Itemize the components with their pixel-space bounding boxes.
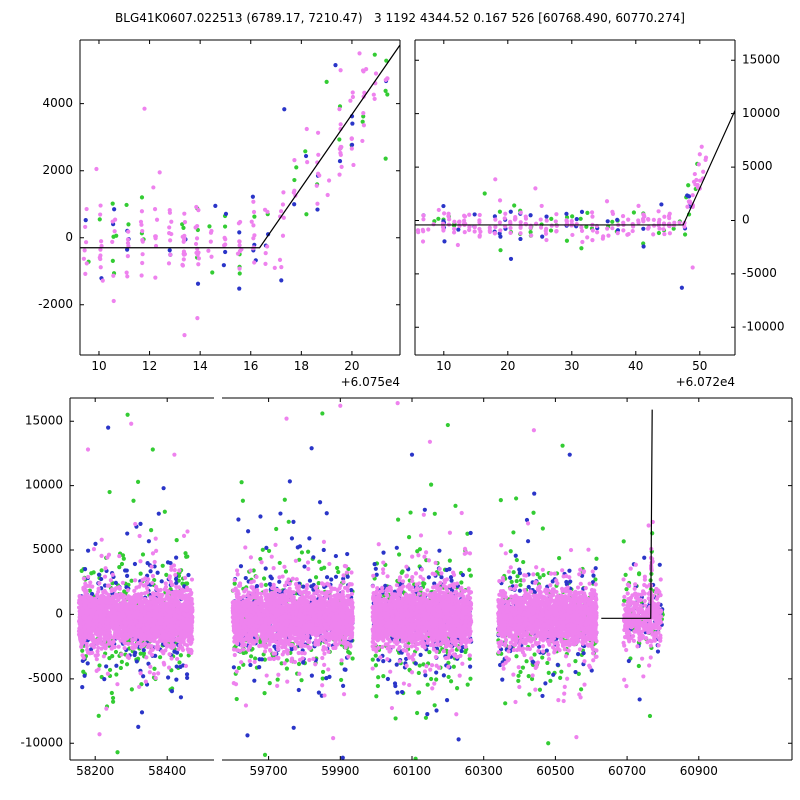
figure-title: BLG41K0607.022513 (6789.17, 7210.47) 3 1… [115, 11, 685, 25]
